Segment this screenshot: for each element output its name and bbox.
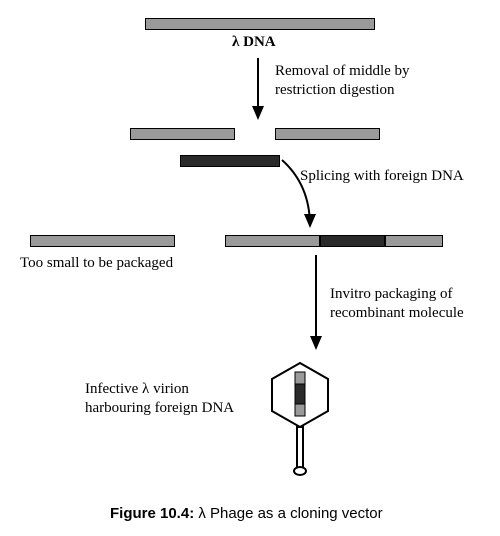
caption-prefix: Figure 10.4:: [110, 505, 194, 522]
foreign-dna-bar: [180, 155, 280, 167]
lambda-dna-bar: [145, 18, 375, 30]
caption-text: λ Phage as a cloning vector: [194, 505, 382, 522]
phage-tail-tip: [294, 467, 306, 475]
step3-label: Invitro packaging of recombinant molecul…: [330, 285, 464, 323]
phage-insert-outer: [295, 372, 305, 416]
phage-tail: [297, 427, 303, 469]
phage-head: [272, 363, 328, 427]
too-small-bar: [30, 235, 175, 247]
too-small-label: Too small to be packaged: [20, 255, 173, 272]
left-arm-bar: [130, 128, 235, 140]
recombinant-left: [225, 235, 320, 247]
phage-insert-dark: [295, 384, 305, 404]
figure-caption: Figure 10.4: λ Phage as a cloning vector: [110, 505, 383, 522]
recombinant-right: [385, 235, 443, 247]
virion-label: Infective λ virion harbouring foreign DN…: [85, 380, 234, 418]
lambda-dna-label: λ DNA: [232, 34, 276, 51]
step2-label: Splicing with foreign DNA: [300, 168, 464, 185]
recombinant-middle: [320, 235, 385, 247]
step1-label: Removal of middle by restriction digesti…: [275, 62, 410, 100]
right-arm-bar: [275, 128, 380, 140]
